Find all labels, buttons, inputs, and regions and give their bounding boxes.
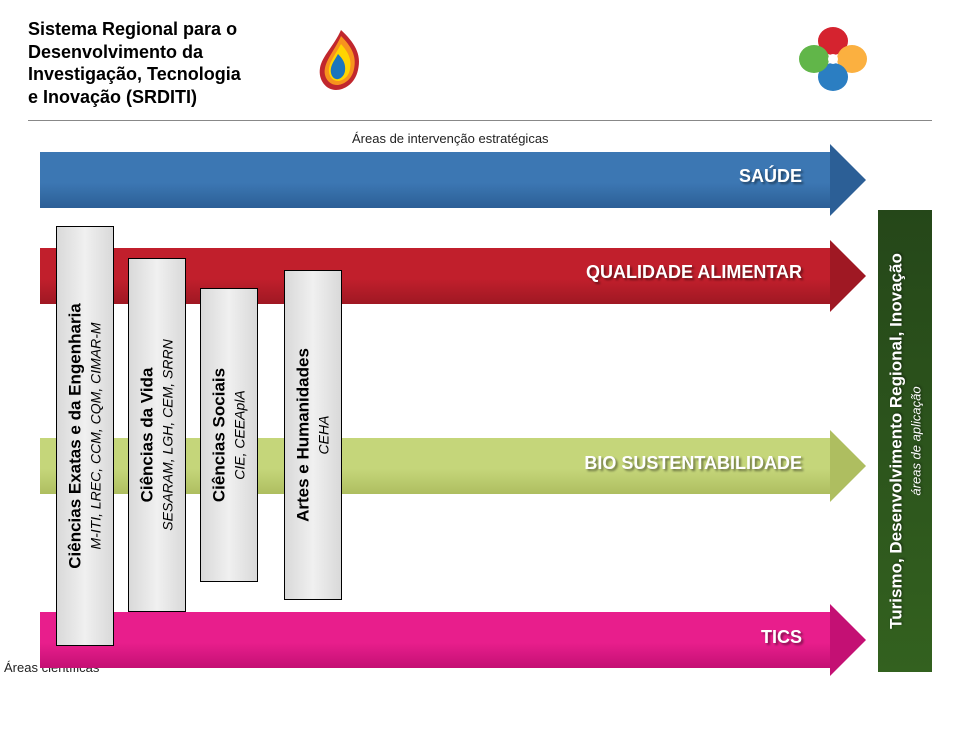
- title-line-3: Investigação, Tecnologia: [28, 63, 288, 86]
- pillar-subtitle: SESARAM, LGH, CEM, SRRN: [160, 339, 177, 530]
- pillar-title: Ciências Exatas e da Engenharia: [65, 303, 85, 569]
- pillar-title: Ciências da Vida: [137, 339, 157, 530]
- pillar-p3: Ciências SociaisCIE, CEEAplA: [200, 288, 258, 582]
- arrow-label-tics: TICS: [761, 627, 802, 648]
- diagram: Turismo, Desenvolvimento Regional, Inova…: [28, 152, 960, 682]
- green-sidebar-subtitle: áreas de aplicação: [909, 253, 925, 629]
- title-line-4: e Inovação (SRDITI): [28, 86, 288, 109]
- page-title: Sistema Regional para o Desenvolvimento …: [28, 18, 288, 108]
- title-line-2: Desenvolvimento da: [28, 41, 288, 64]
- pillar-title: Ciências Sociais: [209, 368, 229, 502]
- title-line-1: Sistema Regional para o: [28, 18, 288, 41]
- pillar-p1: Ciências Exatas e da EngenhariaM-ITI, LR…: [56, 226, 114, 646]
- pillar-subtitle: M-ITI, LREC, CCM, CQM, CIMAR-M: [88, 303, 105, 569]
- header-rule: [28, 120, 932, 121]
- arrow-tics: TICS: [40, 612, 866, 668]
- arrow-label-bio: BIO SUSTENTABILIDADE: [584, 453, 802, 474]
- pillar-p2: Ciências da VidaSESARAM, LGH, CEM, SRRN: [128, 258, 186, 612]
- pillar-p4: Artes e HumanidadesCEHA: [284, 270, 342, 600]
- arrow-label-qualidade: QUALIDADE ALIMENTAR: [586, 262, 802, 283]
- petal-logo-icon: [794, 25, 932, 102]
- green-sidebar: Turismo, Desenvolvimento Regional, Inova…: [878, 210, 932, 672]
- pillar-title: Artes e Humanidades: [293, 348, 313, 522]
- header: Sistema Regional para o Desenvolvimento …: [0, 0, 960, 116]
- pillar-subtitle: CIE, CEEAplA: [232, 368, 249, 502]
- arrow-label-saude: SAÚDE: [739, 166, 802, 187]
- flame-logo-icon: [314, 28, 368, 99]
- green-sidebar-title: Turismo, Desenvolvimento Regional, Inova…: [885, 253, 906, 629]
- intervention-label: Áreas de intervenção estratégicas: [352, 131, 960, 146]
- arrow-saude: SAÚDE: [40, 152, 866, 208]
- pillar-subtitle: CEHA: [316, 348, 333, 522]
